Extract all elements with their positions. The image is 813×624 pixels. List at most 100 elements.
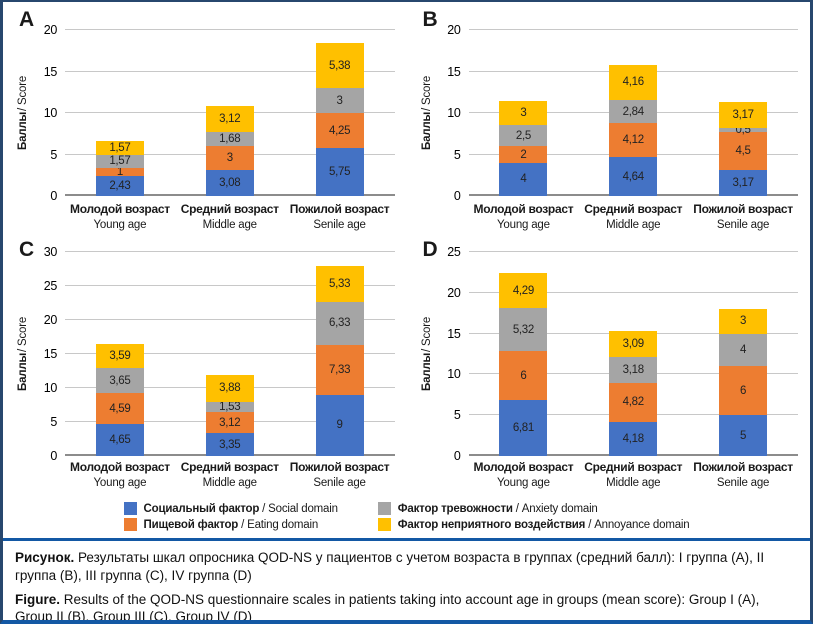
caption-en-lead: Figure. [15, 591, 61, 607]
gridline [65, 353, 395, 354]
legend-label: Социальный фактор / Social domain [144, 503, 338, 515]
bar-segment: 4 [719, 333, 768, 367]
y-axis-title: Баллы / Score [421, 252, 433, 456]
y-tick-label: 20 [447, 23, 461, 37]
gridline [468, 291, 798, 293]
y-tick-label: 15 [447, 326, 461, 341]
bar-segment: 3 [315, 88, 364, 114]
gridline [65, 285, 395, 286]
gridline [65, 29, 395, 30]
x-category-label-ru: Пожилой возраст [289, 460, 390, 474]
legend-label-en: / Annoyance domain [585, 518, 690, 531]
eating-swatch [123, 518, 137, 531]
bar-segment: 5,75 [315, 148, 364, 196]
stacked-bar: 4 2 2,5 3 [499, 100, 548, 196]
caption-ru-text: Результаты шкал опросника QOD-NS у пацие… [15, 550, 765, 583]
x-category-label-en: Middle age [606, 218, 661, 231]
x-category-label: Пожилой возраст Senile age [688, 460, 798, 491]
bar-segment: 1,57 [95, 141, 144, 155]
bar-segment: 5 [719, 415, 768, 456]
x-category-label-en: Senile age [313, 476, 366, 489]
y-tick-label: 30 [43, 245, 58, 259]
bar-segment: 3,12 [205, 412, 254, 434]
caption-ru-lead: Рисунок. [15, 550, 75, 565]
y-tick-label: 25 [43, 279, 58, 293]
bar-segment: 4,82 [609, 382, 658, 422]
y-tick-label: 15 [43, 347, 58, 361]
annoyance-swatch [377, 518, 391, 531]
x-category-label-ru: Средний возраст [584, 202, 683, 216]
x-category-label: Молодой возраст Young age [65, 202, 175, 233]
stacked-bar: 3,08 3 1,68 3,12 [205, 105, 254, 196]
bar-segment: 4,16 [609, 65, 658, 100]
bar-segment: 9 [315, 394, 364, 456]
bar-segment: 6,81 [499, 400, 548, 456]
y-tick-label: 0 [50, 189, 57, 203]
bar-segment: 3 [205, 145, 254, 171]
x-category-label-en: Senile age [716, 476, 770, 489]
x-category-label-en: Middle age [202, 476, 257, 489]
y-tick-label: 5 [453, 408, 461, 423]
caption-en-text: Results of the QOD-NS questionnaire scal… [15, 591, 760, 624]
figure-caption: Рисунок. Результаты шкал опросника QOD-N… [3, 541, 810, 624]
bar-segment: 4,29 [499, 273, 548, 309]
legend-label-ru: Фактор неприятного воздействия [397, 518, 586, 531]
x-category-label-ru: Средний возраст [180, 202, 279, 216]
bar-segment: 1,57 [95, 154, 144, 168]
x-category-label-en: Senile age [313, 218, 366, 231]
stacked-bar: 3,35 3,12 1,53 3,88 [205, 375, 254, 456]
bar-segment: 3,18 [609, 356, 658, 383]
bar-segment: 5,33 [315, 265, 364, 302]
x-category-label: Молодой возраст Young age [469, 202, 579, 233]
y-tick-label: 15 [447, 64, 461, 79]
bar-segment: 7,33 [315, 344, 364, 395]
gridline [65, 251, 395, 252]
separator-rule [3, 538, 810, 541]
panel-label: D [422, 238, 438, 261]
bar-segment: 4,64 [609, 157, 658, 196]
y-tick-label: 5 [50, 147, 57, 162]
bar-segment: 4,18 [609, 421, 658, 456]
y-tick-label: 10 [43, 106, 58, 120]
y-tick-label: 10 [447, 367, 461, 382]
bar-segment: 2,84 [609, 99, 658, 124]
panel-label: A [19, 8, 35, 31]
bar-segment: 3,35 [205, 433, 254, 456]
stacked-bar: 4,65 4,59 3,65 3,59 [95, 343, 144, 456]
x-category-label: Пожилой возраст Senile age [285, 202, 395, 233]
bar-segment: 2,43 [95, 175, 144, 196]
x-category-label-ru: Средний возраст [584, 460, 683, 474]
y-tick-label: 5 [453, 147, 461, 162]
bar-segment: 3 [499, 100, 548, 126]
bar-segment: 3 [719, 309, 768, 334]
bar-segment: 4,12 [609, 123, 658, 158]
bar-segment: 6 [499, 351, 548, 401]
y-tick-label: 5 [50, 415, 57, 430]
x-category-label-ru: Пожилой возраст [693, 202, 793, 216]
legend: Социальный фактор / Social domain Пищевой… [3, 502, 810, 531]
chart-panel-d: D Баллы / Score 0 5 10 15 20 25 6,81 6 5,32 4,29 4… [407, 238, 811, 496]
bar-segment: 4,65 [95, 424, 144, 456]
y-tick-label: 20 [447, 285, 461, 300]
legend-item: Пищевой фактор / Eating domain [123, 518, 338, 531]
legend-label-ru: Социальный фактор [143, 502, 260, 515]
x-category-label: Пожилой возраст Senile age [285, 460, 395, 491]
plot-area: 0 5 10 15 20 4 2 2,5 3 4,64 4,12 2,84 4,16 3,17 4,5 0,5… [447, 23, 798, 203]
chart-panel-c: C Баллы / Score 0 5 10 15 20 25 30 4,65 4,59 3,65… [3, 238, 407, 496]
bar-segment: 3,09 [609, 331, 658, 357]
social-swatch [123, 502, 137, 515]
legend-label-en: / Social domain [259, 502, 338, 515]
bar-segment: 5,32 [499, 308, 548, 352]
legend-label: Фактор неприятного воздействия / Annoyan… [398, 519, 690, 531]
x-category-label-en: Young age [497, 218, 550, 231]
bar-segment: 6,33 [315, 301, 364, 345]
legend-item: Фактор неприятного воздействия / Annoyan… [377, 518, 690, 531]
bar-segment: 5,38 [315, 43, 364, 89]
x-category-label-ru: Пожилой возраст [693, 460, 793, 474]
x-category-label-en: Young age [93, 476, 147, 489]
x-category-label: Средний возраст Middle age [578, 202, 688, 233]
gridline [468, 29, 798, 30]
bar-segment: 6 [719, 366, 768, 416]
